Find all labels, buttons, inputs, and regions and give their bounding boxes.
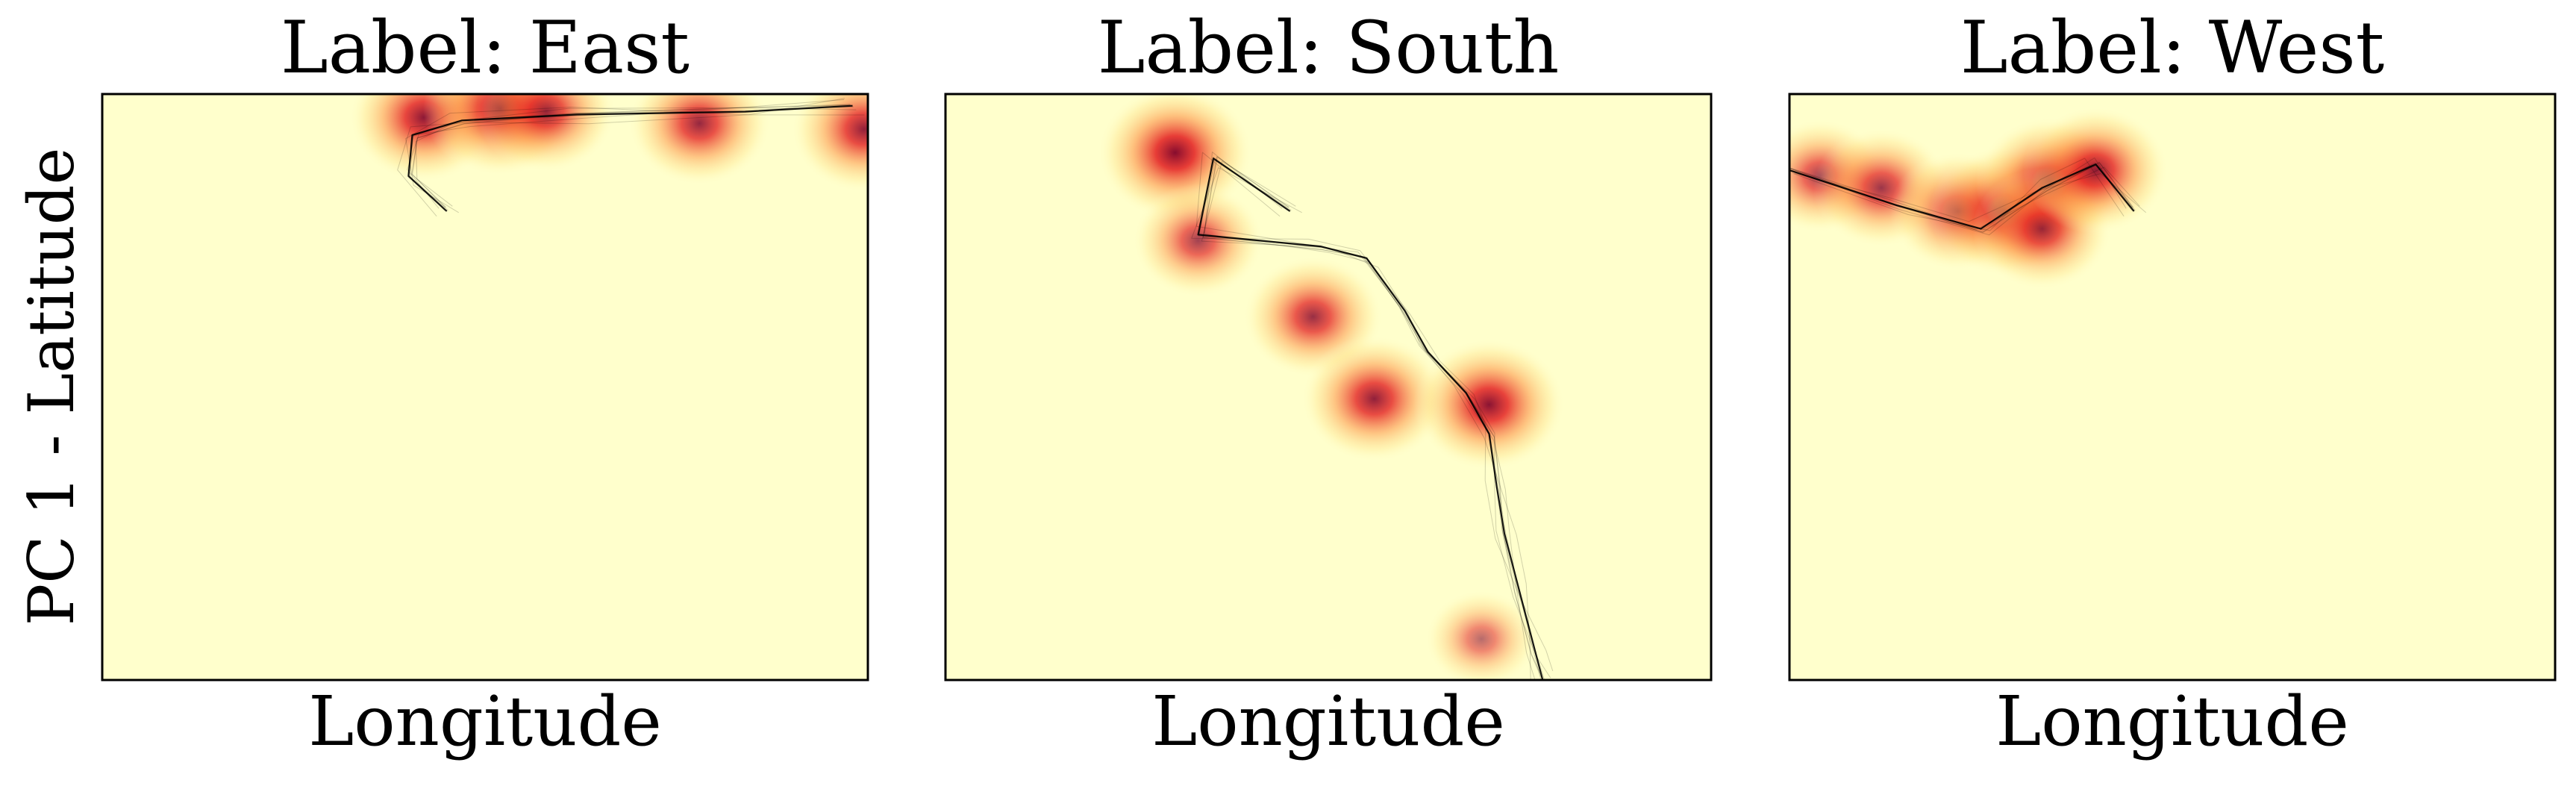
plot-frame	[1788, 93, 2557, 681]
trajectory-line-faint	[1195, 152, 1531, 680]
panel-east: Label: East Longitude	[101, 6, 869, 761]
x-axis-label: Longitude	[308, 681, 662, 761]
trajectory-line-faint	[397, 98, 845, 217]
density-layer	[1098, 94, 1565, 680]
trajectory-line-faint	[1198, 158, 1545, 680]
trajectory-line-faint	[1202, 156, 1544, 680]
plot-frame	[944, 93, 1713, 681]
trajectory-line-faint	[405, 107, 865, 213]
panel-title: Label: East	[281, 6, 690, 90]
trajectory-line-faint	[1789, 164, 2136, 229]
trajectory-layer	[1789, 157, 2147, 236]
trajectory-line-faint	[411, 104, 850, 208]
density-hotspot	[2022, 107, 2169, 234]
density-layer	[1789, 107, 2169, 290]
panel-title: Label: South	[1098, 6, 1560, 90]
trajectory-line-faint	[1789, 162, 2133, 231]
x-axis-label: Longitude	[1151, 681, 1505, 761]
trajectory-line-faint	[415, 107, 857, 207]
trajectory-line-faint	[1191, 167, 1554, 672]
plot-frame	[101, 93, 869, 681]
density-hotspot	[628, 94, 771, 186]
trajectory-line-faint	[410, 106, 854, 211]
trajectory-layer	[1191, 152, 1554, 680]
trajectory-line-faint	[1794, 172, 2147, 222]
y-axis-label: PC 1 - Latitude	[15, 148, 88, 626]
trajectory-line	[407, 105, 853, 212]
panel-title: Label: West	[1960, 6, 2384, 90]
trajectory-line-faint	[1201, 160, 1551, 679]
trajectory-line	[1789, 163, 2135, 230]
density-hotspot	[476, 94, 616, 172]
trajectory-layer	[397, 98, 865, 217]
plot-area-east	[101, 93, 869, 681]
trajectory-line-faint	[1789, 162, 2134, 233]
panel-west: Label: West Longitude	[1788, 6, 2557, 761]
trajectory-line-faint	[1204, 152, 1536, 680]
density-hotspot	[1133, 184, 1263, 298]
trajectory-line-faint	[1789, 166, 2140, 230]
panel-south: Label: South Longitude	[944, 6, 1713, 761]
plot-area-south	[944, 93, 1713, 681]
density-hotspot	[1413, 338, 1565, 471]
trajectory-line-faint	[1202, 156, 1543, 680]
plot-area-west	[1788, 93, 2557, 681]
trajectory-line	[1197, 157, 1544, 680]
trajectory-line-faint	[1198, 157, 1542, 680]
density-hotspot	[1301, 335, 1448, 462]
trajectory-line-faint	[1792, 157, 2125, 231]
density-hotspot	[1425, 590, 1538, 680]
plot-background	[102, 94, 868, 680]
density-hotspot	[791, 94, 868, 193]
density-layer	[349, 94, 868, 193]
trajectory-line-faint	[407, 99, 845, 209]
trajectory-line-faint	[412, 105, 851, 208]
trajectory-line-faint	[407, 104, 851, 211]
trajectory-line-faint	[1789, 161, 2133, 233]
trajectory-line-faint	[1789, 157, 2127, 236]
x-axis-label: Longitude	[1995, 681, 2349, 761]
